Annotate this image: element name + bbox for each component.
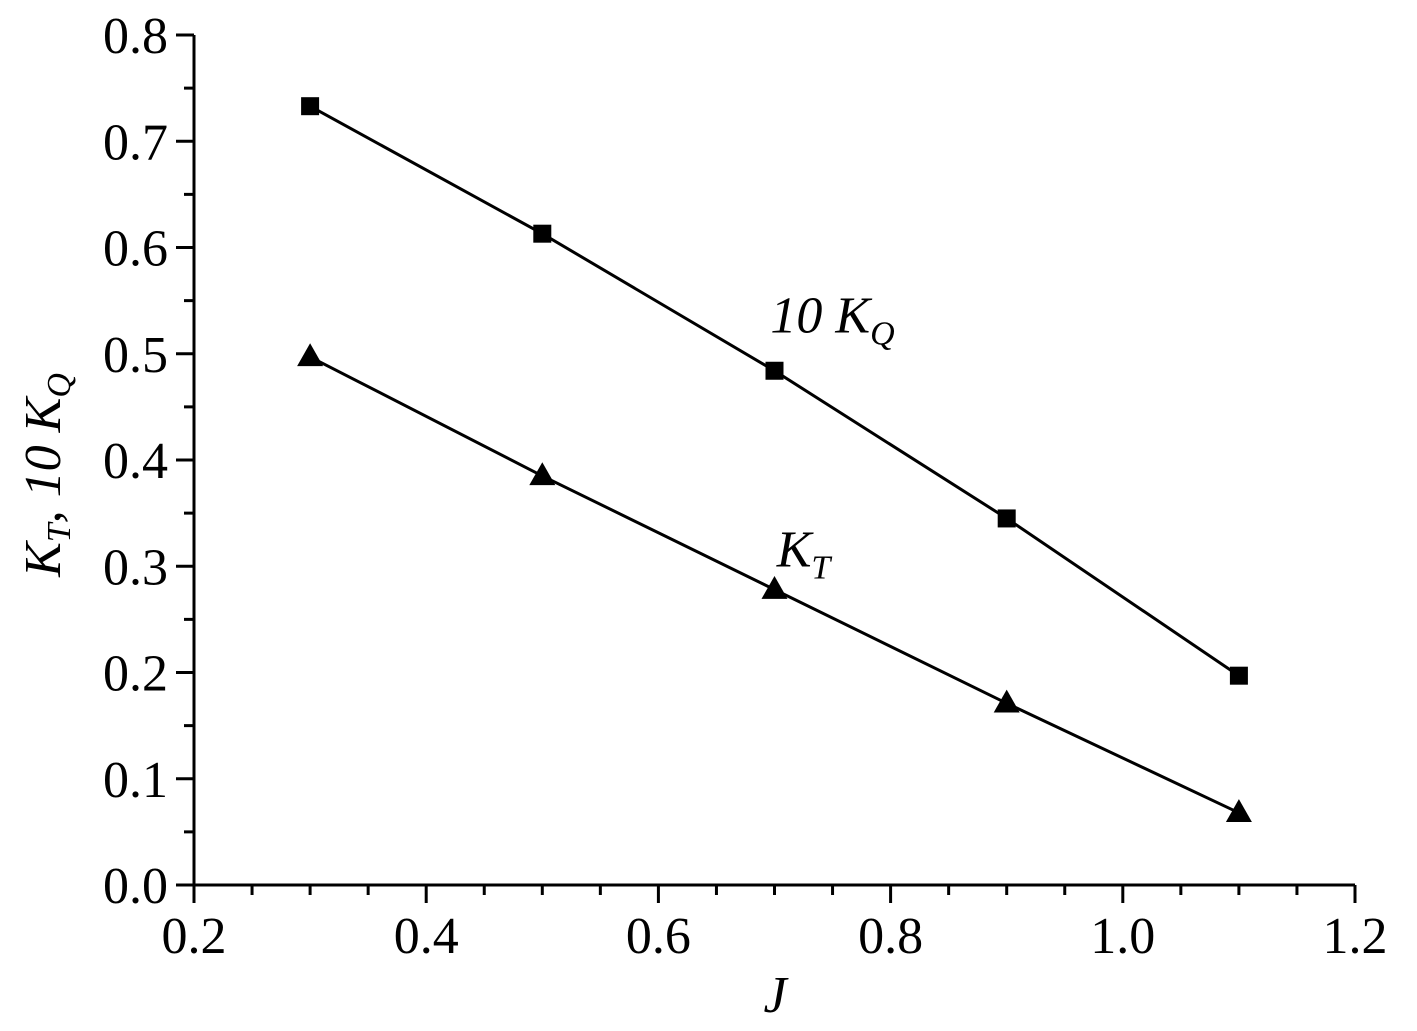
data-point-triangle <box>993 689 1020 713</box>
series-layer <box>297 97 1252 822</box>
annotation-subscript: T <box>811 549 832 586</box>
x-tick-label: 1.0 <box>1090 908 1155 965</box>
annotation-text: K <box>776 521 814 578</box>
y-tick-label: 0.6 <box>103 221 168 278</box>
y-axis-title-mid: , 10 K <box>15 395 72 523</box>
x-axis-ticks: 0.2 0.4 0.6 0.8 1.0 1.2 <box>162 885 1388 965</box>
data-point-triangle <box>1225 799 1252 822</box>
y-axis-title-main: K <box>15 540 72 578</box>
y-tick-label: 0.2 <box>103 646 168 703</box>
annotation-text: 10 K <box>770 288 872 345</box>
y-axis-title: KT, 10 KQ <box>15 373 78 578</box>
y-tick-label: 0.0 <box>103 858 168 915</box>
x-tick-label: 1.2 <box>1323 908 1388 965</box>
y-tick-label: 0.8 <box>103 8 168 65</box>
y-axis-ticks: 0.0 0.1 0.2 0.3 0.4 0.5 0.6 0.7 0.8 <box>103 8 194 915</box>
data-point-square <box>533 224 552 243</box>
data-point-triangle <box>761 575 788 599</box>
axes <box>192 35 1355 887</box>
x-tick-label: 0.2 <box>162 908 227 965</box>
y-axis-title-sub1: T <box>41 521 78 542</box>
x-axis-title: J <box>763 967 789 1024</box>
data-point-square <box>1229 666 1248 685</box>
y-tick-label: 0.7 <box>103 114 168 171</box>
y-tick-label: 0.5 <box>103 327 168 384</box>
series-2 <box>297 343 1252 822</box>
series-1 <box>301 97 1248 685</box>
x-tick-label: 0.8 <box>858 908 923 965</box>
y-tick-label: 0.1 <box>103 752 168 809</box>
y-tick-label: 0.3 <box>103 539 168 596</box>
annotations: 10 KQ KT <box>770 288 894 587</box>
data-point-square <box>301 97 320 116</box>
x-tick-label: 0.4 <box>394 908 459 965</box>
data-point-triangle <box>529 462 556 486</box>
y-tick-label: 0.4 <box>103 433 168 490</box>
series-annotation-1: 10 KQ <box>770 288 894 353</box>
data-point-square <box>765 361 784 380</box>
x-tick-label: 0.6 <box>626 908 691 965</box>
data-point-square <box>997 509 1016 528</box>
y-axis-title-sub2: Q <box>41 373 78 398</box>
series-annotation-2: KT <box>776 521 833 586</box>
data-point-triangle <box>297 343 324 367</box>
annotation-subscript: Q <box>870 316 895 353</box>
